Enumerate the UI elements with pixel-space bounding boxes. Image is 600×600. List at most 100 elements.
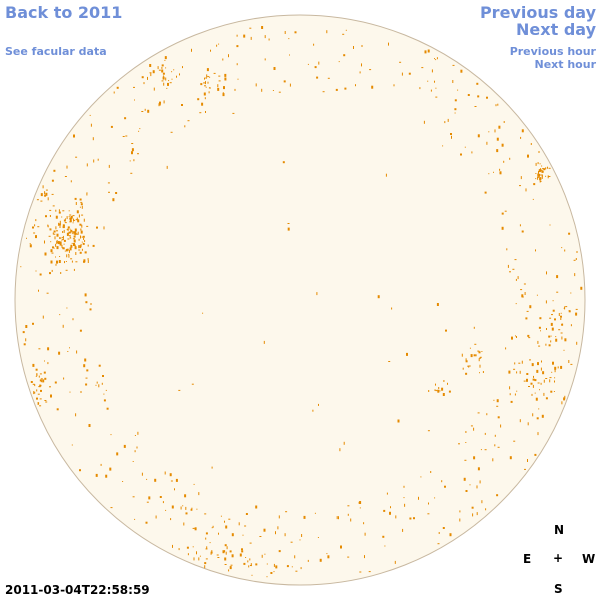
facula-dot — [496, 149, 499, 153]
facula-dot — [29, 243, 31, 245]
facula-dot — [442, 527, 445, 529]
facula-dot — [103, 393, 105, 395]
facula-dot — [51, 179, 54, 182]
next-day-link[interactable]: Next day — [516, 20, 596, 39]
facula-dot — [531, 363, 534, 367]
facula-dot — [205, 558, 208, 560]
facula-dot — [363, 522, 365, 525]
facula-dot — [564, 338, 567, 342]
facula-dot — [494, 129, 496, 133]
facula-dot — [210, 551, 213, 554]
facula-dot — [444, 485, 446, 488]
facula-dot — [288, 38, 290, 40]
facula-dot — [106, 407, 109, 410]
facula-dot — [570, 292, 572, 294]
facula-dot — [497, 103, 499, 106]
facula-dot — [67, 351, 69, 352]
facula-dot — [229, 550, 232, 553]
facula-dot — [92, 244, 95, 247]
facula-dot — [421, 67, 424, 69]
facula-dot — [80, 203, 83, 206]
facula-dot — [531, 393, 533, 396]
facula-dot — [236, 45, 239, 48]
facula-dot — [259, 536, 262, 537]
facula-dot — [500, 424, 502, 428]
facula-dot — [318, 61, 320, 65]
previous-hour-link[interactable]: Previous hour — [509, 45, 596, 58]
facula-dot — [540, 170, 542, 172]
facula-dot — [442, 145, 444, 147]
facula-dot — [545, 300, 547, 304]
facula-dot — [224, 564, 227, 565]
facula-dot — [131, 148, 134, 152]
facula-dot — [514, 393, 516, 396]
facula-dot — [136, 446, 138, 449]
facula-dot — [25, 325, 28, 328]
facula-dot — [509, 456, 512, 460]
facula-dot — [377, 295, 380, 299]
facula-dot — [224, 77, 227, 81]
facula-dot — [48, 235, 51, 237]
facula-dot — [224, 520, 225, 523]
back-to-year-link[interactable]: Back to 2011 — [5, 3, 123, 22]
facula-dot — [76, 233, 79, 235]
facula-dot — [206, 546, 208, 550]
facula-dot — [303, 515, 306, 519]
facula-dot — [261, 88, 263, 92]
facula-dot — [75, 252, 77, 255]
facula-dot — [223, 86, 225, 90]
facula-dot — [560, 332, 563, 334]
facula-dot — [113, 91, 115, 94]
facula-dot — [516, 390, 518, 392]
facula-dot — [526, 373, 529, 375]
facula-dot — [261, 554, 263, 558]
facula-dot — [278, 550, 281, 553]
facula-dot — [206, 74, 208, 78]
facula-dot — [71, 260, 73, 263]
facula-dot — [71, 242, 73, 244]
facula-dot — [40, 389, 42, 392]
facula-dot — [462, 367, 464, 370]
facula-dot — [78, 238, 80, 241]
facula-dot — [340, 545, 342, 549]
facula-dot — [436, 57, 438, 60]
facula-dot — [204, 565, 206, 569]
facula-dot — [549, 379, 551, 383]
facula-dot — [34, 391, 36, 394]
facula-dot — [216, 554, 219, 556]
facula-dot — [68, 254, 70, 258]
facula-dot — [158, 103, 161, 106]
previous-day-link[interactable]: Previous day — [479, 3, 596, 22]
facula-dot — [537, 340, 539, 344]
facula-dot — [312, 409, 314, 412]
facula-dot — [395, 515, 397, 519]
facula-dot — [382, 535, 385, 538]
facula-dot — [436, 303, 439, 306]
facula-dot — [98, 364, 101, 367]
facula-dot — [58, 222, 60, 226]
facula-dot — [546, 328, 547, 330]
facula-dot — [313, 43, 315, 46]
facula-dot — [556, 275, 559, 279]
facula-dot — [44, 191, 46, 195]
facula-dot — [247, 560, 249, 563]
facula-dot — [74, 232, 77, 235]
facula-dot — [526, 378, 528, 382]
see-facular-data-link[interactable]: See facular data — [5, 45, 107, 58]
next-hour-link[interactable]: Next hour — [534, 58, 597, 71]
facula-dot — [204, 562, 207, 565]
facula-dot — [239, 553, 242, 557]
facula-dot — [110, 434, 112, 436]
facula-dot — [532, 384, 534, 388]
facula-dot — [532, 378, 535, 381]
facula-dot — [513, 440, 516, 442]
facula-dot — [20, 266, 22, 268]
facula-dot — [250, 36, 252, 40]
facula-dot — [359, 501, 362, 504]
facula-dot — [554, 380, 555, 383]
facula-dot — [137, 431, 139, 435]
facula-dot — [479, 480, 481, 484]
facula-dot — [213, 72, 216, 74]
facula-dot — [38, 348, 41, 350]
facula-dot — [131, 151, 133, 155]
